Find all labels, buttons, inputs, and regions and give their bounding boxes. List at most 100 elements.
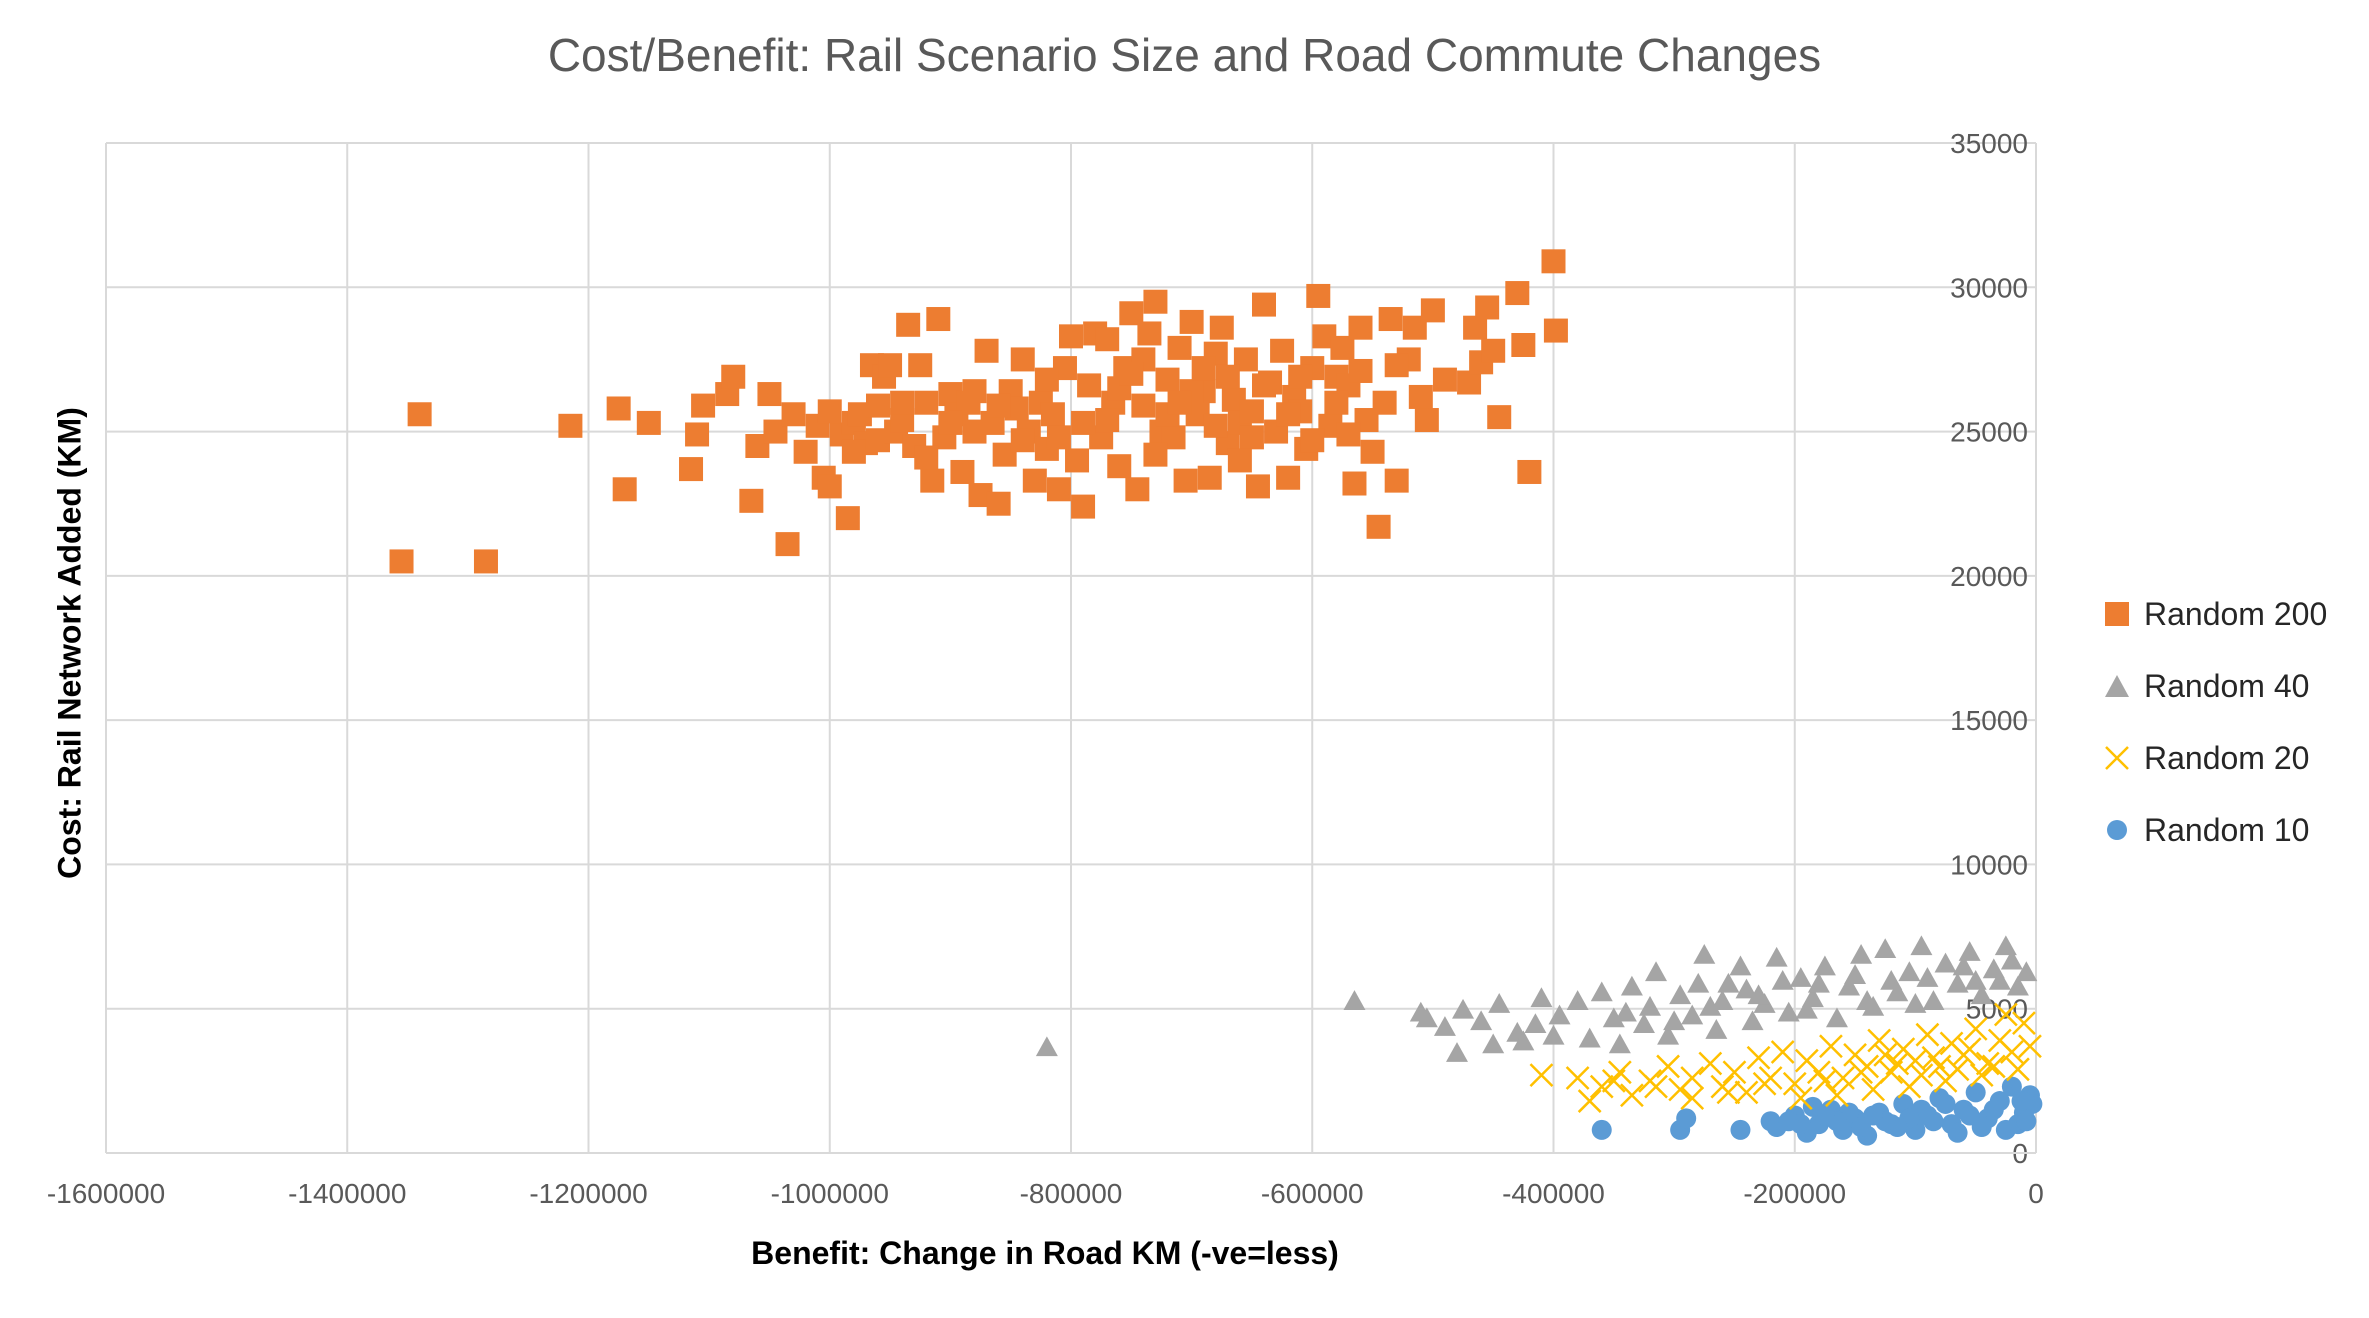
data-point xyxy=(841,439,866,464)
x-tick-label: -1200000 xyxy=(529,1178,647,1209)
data-point xyxy=(1095,408,1120,433)
data-point xyxy=(1729,955,1752,976)
data-point xyxy=(1771,969,1794,990)
data-point xyxy=(1904,993,1927,1013)
data-point xyxy=(1741,1010,1764,1031)
data-point xyxy=(1348,315,1373,340)
data-point xyxy=(1095,327,1120,352)
y-axis-title: Cost: Rail Network Added (KM) xyxy=(51,407,88,879)
data-point xyxy=(1777,1001,1800,1022)
data-point xyxy=(1873,1043,1898,1067)
data-point xyxy=(1765,946,1788,967)
data-point xyxy=(1481,338,1506,363)
data-point xyxy=(2000,949,2023,970)
data-point xyxy=(1945,1057,1970,1082)
data-point xyxy=(1999,1040,2024,1064)
data-point xyxy=(1512,1030,1535,1051)
y-tick-label: 30000 xyxy=(1950,272,2028,303)
x-tick-label: -800000 xyxy=(1020,1178,1123,1209)
data-point xyxy=(1330,335,1355,360)
data-point xyxy=(1252,292,1276,317)
data-point xyxy=(1608,1033,1631,1054)
data-point xyxy=(739,488,764,513)
data-point xyxy=(1343,990,1366,1010)
legend-swatch xyxy=(2105,746,2129,770)
data-point xyxy=(1511,333,1536,357)
data-point xyxy=(1935,1093,1956,1114)
data-point xyxy=(1529,1063,1554,1087)
legend-label: Random 200 xyxy=(2144,595,2328,632)
data-point xyxy=(1988,969,2011,990)
data-point xyxy=(1191,356,1216,381)
data-point xyxy=(1548,1004,1571,1025)
data-point xyxy=(1963,1017,1988,1041)
data-point xyxy=(1687,972,1710,993)
legend-item: Random 20 xyxy=(2100,722,2360,794)
data-point xyxy=(1947,1122,1968,1143)
y-tick-label: 25000 xyxy=(1950,417,2028,448)
data-point xyxy=(1993,1002,2018,1027)
data-point xyxy=(1746,1045,1771,1070)
data-point xyxy=(1119,301,1144,326)
data-point xyxy=(1059,324,1083,349)
data-point xyxy=(1591,1119,1612,1140)
data-point xyxy=(835,506,860,531)
data-point xyxy=(1680,1086,1705,1111)
data-point xyxy=(1802,1096,1823,1117)
data-point xyxy=(1463,315,1488,340)
data-point xyxy=(1850,943,1873,964)
data-point xyxy=(914,390,939,415)
data-point xyxy=(2006,975,2029,996)
legend-swatch xyxy=(2107,820,2127,840)
data-point xyxy=(1620,975,1643,996)
data-point xyxy=(1366,514,1391,539)
data-point xyxy=(1010,428,1035,453)
data-point xyxy=(1946,972,1969,993)
data-point xyxy=(817,474,842,499)
legend-item: Random 200 xyxy=(2100,578,2360,650)
data-point xyxy=(473,549,498,574)
x-tick-label: 0 xyxy=(2028,1178,2044,1209)
data-point xyxy=(1909,1063,1934,1087)
data-point xyxy=(2006,1057,2030,1082)
data-point xyxy=(2016,1111,2037,1132)
legend-label: Random 20 xyxy=(2144,739,2310,776)
data-point xyxy=(1372,390,1397,415)
legend-marker xyxy=(2107,820,2127,840)
data-point xyxy=(1487,405,1512,430)
data-point xyxy=(1969,1063,1994,1087)
data-point xyxy=(1517,459,1542,484)
data-point xyxy=(1778,1111,1799,1132)
data-point xyxy=(1975,1051,2000,1076)
data-point xyxy=(1957,1037,1982,1061)
data-point xyxy=(1693,943,1716,964)
data-point xyxy=(1566,990,1589,1010)
data-point xyxy=(1965,1082,1986,1103)
data-point xyxy=(1173,468,1198,493)
data-point xyxy=(1167,390,1192,415)
data-point xyxy=(1107,454,1132,479)
data-point xyxy=(878,353,903,378)
chart-title: Cost/Benefit: Rail Scenario Size and Roa… xyxy=(547,29,1822,81)
data-point xyxy=(721,364,746,389)
data-point xyxy=(1209,315,1234,340)
data-point xyxy=(1958,941,1981,961)
data-point xyxy=(2001,1076,2022,1097)
data-point xyxy=(1916,967,1939,987)
data-point xyxy=(1983,1099,2004,1120)
data-point xyxy=(817,399,842,424)
data-point xyxy=(1119,361,1144,386)
data-point xyxy=(1276,465,1301,490)
data-point xyxy=(1505,281,1530,306)
data-point xyxy=(1227,448,1252,473)
data-point xyxy=(1384,468,1409,493)
data-point xyxy=(1324,390,1349,415)
legend-item: Random 40 xyxy=(2100,650,2360,722)
data-point xyxy=(1838,975,1861,996)
data-point xyxy=(962,379,987,404)
data-point xyxy=(1844,964,1867,984)
data-point xyxy=(1886,981,1909,1002)
data-point xyxy=(389,549,414,574)
data-point xyxy=(1446,1042,1468,1062)
